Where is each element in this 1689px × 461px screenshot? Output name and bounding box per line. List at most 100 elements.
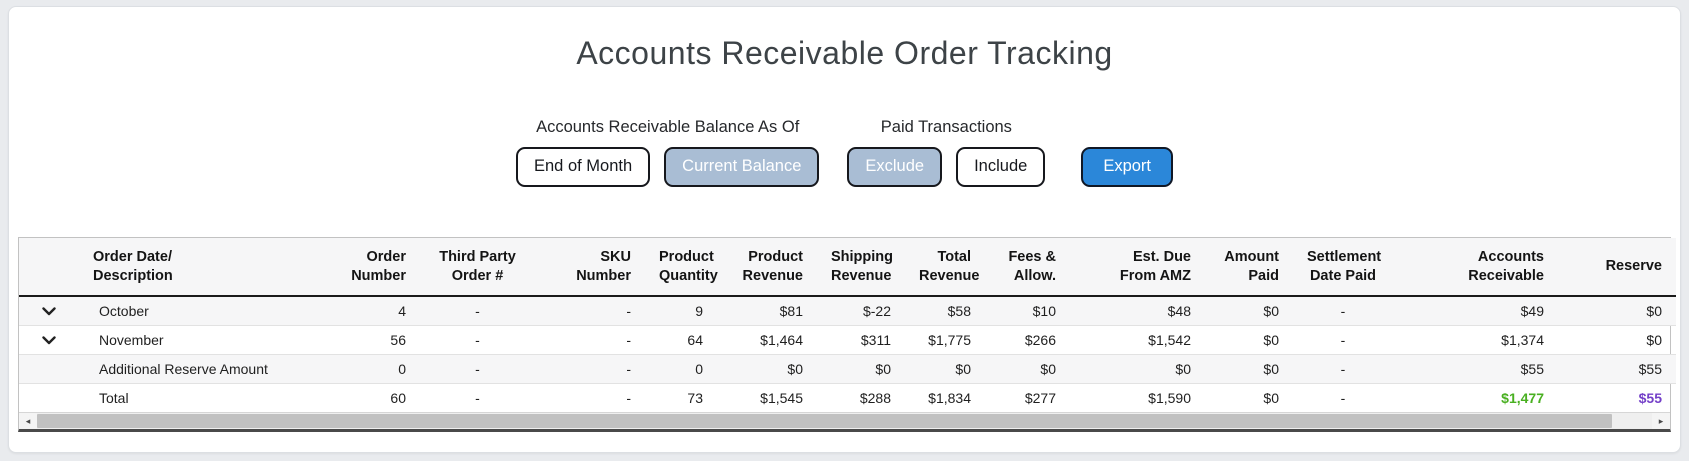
cell-third-party-order: - <box>475 303 480 320</box>
row-description: Additional Reserve Amount <box>99 361 268 378</box>
cell-sku-number: - <box>626 390 631 407</box>
cell-product-revenue: $1,464 <box>760 332 803 349</box>
cell-fees-allow: $10 <box>1032 303 1056 320</box>
column-header-reserve: Reserve <box>1558 237 1676 298</box>
column-header-shipping-revenue: Shipping Revenue <box>817 237 905 298</box>
horizontal-scrollbar[interactable]: ◂ ▸ <box>19 412 1670 430</box>
column-header-fees-allow: Fees & Allow. <box>985 237 1070 298</box>
table-row-november: November 56 - - 64 $1,464 $311 $1,775 $266 $1,542… <box>19 325 1676 355</box>
expand-row-button[interactable] <box>19 326 79 355</box>
cell-product-quantity: 73 <box>687 390 703 407</box>
table-header-row: Order Date/ Description Order Number Third… <box>19 237 1676 298</box>
cell-est-due-from-amz: $1,590 <box>1148 390 1191 407</box>
expand-row-button[interactable] <box>19 296 79 326</box>
cell-amount-paid: $0 <box>1263 390 1279 407</box>
cell-total-revenue: $1,834 <box>928 390 971 407</box>
orders-table-container: Order Date/ Description Order Number Third… <box>18 236 1676 433</box>
chevron-down-icon <box>42 307 56 316</box>
row-description: November <box>99 332 164 349</box>
cell-fees-allow: $0 <box>1040 361 1056 378</box>
cell-order-number: 56 <box>390 332 406 349</box>
chevron-down-icon <box>42 336 56 345</box>
row-description: Total <box>99 390 129 407</box>
column-header-total-revenue: Total Revenue <box>905 237 985 298</box>
column-header-third-party-order: Third Party Order # <box>420 237 535 298</box>
column-header-accounts-receivable: Accounts Receivable <box>1393 237 1558 298</box>
row-description: October <box>99 303 149 320</box>
cell-est-due-from-amz: $48 <box>1167 303 1191 320</box>
cell-est-due-from-amz: $1,542 <box>1148 332 1191 349</box>
cell-shipping-revenue: $-22 <box>862 303 891 320</box>
table-row-total: Total 60 - - 73 $1,545 $288 $1,834 $277 $1,590 $0 -… <box>19 383 1676 413</box>
column-header-product-revenue: Product Revenue <box>717 237 817 298</box>
cell-product-revenue: $1,545 <box>760 390 803 407</box>
scrollbar-track[interactable] <box>37 413 1652 429</box>
cell-total-revenue: $0 <box>955 361 971 378</box>
page-title: Accounts Receivable Order Tracking <box>576 35 1113 71</box>
cell-product-revenue: $0 <box>787 361 803 378</box>
cell-amount-paid: $0 <box>1263 303 1279 320</box>
cell-accounts-receivable: $49 <box>1520 303 1544 320</box>
column-header-amount-paid: Amount Paid <box>1205 237 1293 298</box>
cell-settlement-date-paid: - <box>1340 303 1346 320</box>
cell-order-number: 0 <box>398 361 406 378</box>
cell-third-party-order: - <box>475 332 480 349</box>
cell-amount-paid: $0 <box>1263 332 1279 349</box>
end-of-month-button[interactable]: End of Month <box>516 147 651 187</box>
cell-reserve: $0 <box>1646 332 1662 349</box>
cell-product-revenue: $81 <box>779 303 803 320</box>
balance-as-of-group: Accounts Receivable Balance As Of End of… <box>516 118 820 187</box>
cell-reserve: $0 <box>1646 303 1662 320</box>
balance-as-of-buttons: End of Month Current Balance <box>516 147 820 187</box>
orders-table: Order Date/ Description Order Number Third… <box>19 237 1676 413</box>
cell-product-quantity: 0 <box>695 361 703 378</box>
table-row-october: October 4 - - 9 $81 $-22 $58 $10 $48 $0 - $49 $0 <box>19 296 1676 326</box>
cell-reserve: $55 <box>1638 390 1662 407</box>
exclude-button[interactable]: Exclude <box>847 147 943 187</box>
balance-as-of-label: Accounts Receivable Balance As Of <box>536 118 800 136</box>
export-button[interactable]: Export <box>1081 147 1173 187</box>
cell-accounts-receivable: $1,374 <box>1501 332 1544 349</box>
cell-settlement-date-paid: - <box>1340 361 1346 378</box>
column-header-est-due-from-amz: Est. Due From AMZ <box>1070 237 1205 298</box>
cell-sku-number: - <box>626 332 631 349</box>
scrollbar-thumb[interactable] <box>37 414 1612 429</box>
controls-bar: Accounts Receivable Balance As Of End of… <box>9 118 1680 187</box>
scroll-right-arrow-icon[interactable]: ▸ <box>1652 413 1670 430</box>
main-card: Accounts Receivable Order Tracking Accou… <box>8 6 1681 453</box>
column-header-expander <box>19 237 79 298</box>
table-row-additional-reserve-amount: Additional Reserve Amount 0 - - 0 $0 $0 $0 $0 $0 $… <box>19 354 1676 384</box>
cell-est-due-from-amz: $0 <box>1175 361 1191 378</box>
cell-product-quantity: 9 <box>695 303 703 320</box>
cell-shipping-revenue: $0 <box>875 361 891 378</box>
cell-shipping-revenue: $288 <box>859 390 891 407</box>
cell-shipping-revenue: $311 <box>860 332 891 349</box>
expander-spacer <box>19 355 79 384</box>
cell-settlement-date-paid: - <box>1340 390 1346 407</box>
column-header-sku-number: SKU Number <box>535 237 645 298</box>
cell-accounts-receivable: $1,477 <box>1501 390 1544 407</box>
cell-product-quantity: 64 <box>687 332 703 349</box>
column-header-product-quantity: Product Quantity <box>645 237 718 298</box>
cell-sku-number: - <box>626 361 631 378</box>
cell-total-revenue: $1,775 <box>928 332 971 349</box>
cell-total-revenue: $58 <box>947 303 971 320</box>
scroll-left-arrow-icon[interactable]: ◂ <box>19 413 37 430</box>
expander-spacer <box>19 384 79 413</box>
cell-order-number: 4 <box>398 303 406 320</box>
cell-reserve: $55 <box>1638 361 1662 378</box>
column-header-order-number: Order Number <box>325 237 420 298</box>
cell-amount-paid: $0 <box>1263 361 1279 378</box>
cell-fees-allow: $277 <box>1024 390 1056 407</box>
paid-transactions-group: Paid Transactions Exclude Include <box>847 118 1046 187</box>
cell-third-party-order: - <box>475 390 480 407</box>
cell-sku-number: - <box>626 303 631 320</box>
column-header-description: Order Date/ Description <box>79 237 325 298</box>
include-button[interactable]: Include <box>956 147 1046 187</box>
cell-fees-allow: $266 <box>1024 332 1056 349</box>
column-header-settlement-date-paid: Settlement Date Paid <box>1293 237 1393 298</box>
paid-transactions-label: Paid Transactions <box>880 118 1012 136</box>
current-balance-button[interactable]: Current Balance <box>664 147 820 187</box>
cell-accounts-receivable: $55 <box>1520 361 1544 378</box>
cell-settlement-date-paid: - <box>1340 332 1346 349</box>
